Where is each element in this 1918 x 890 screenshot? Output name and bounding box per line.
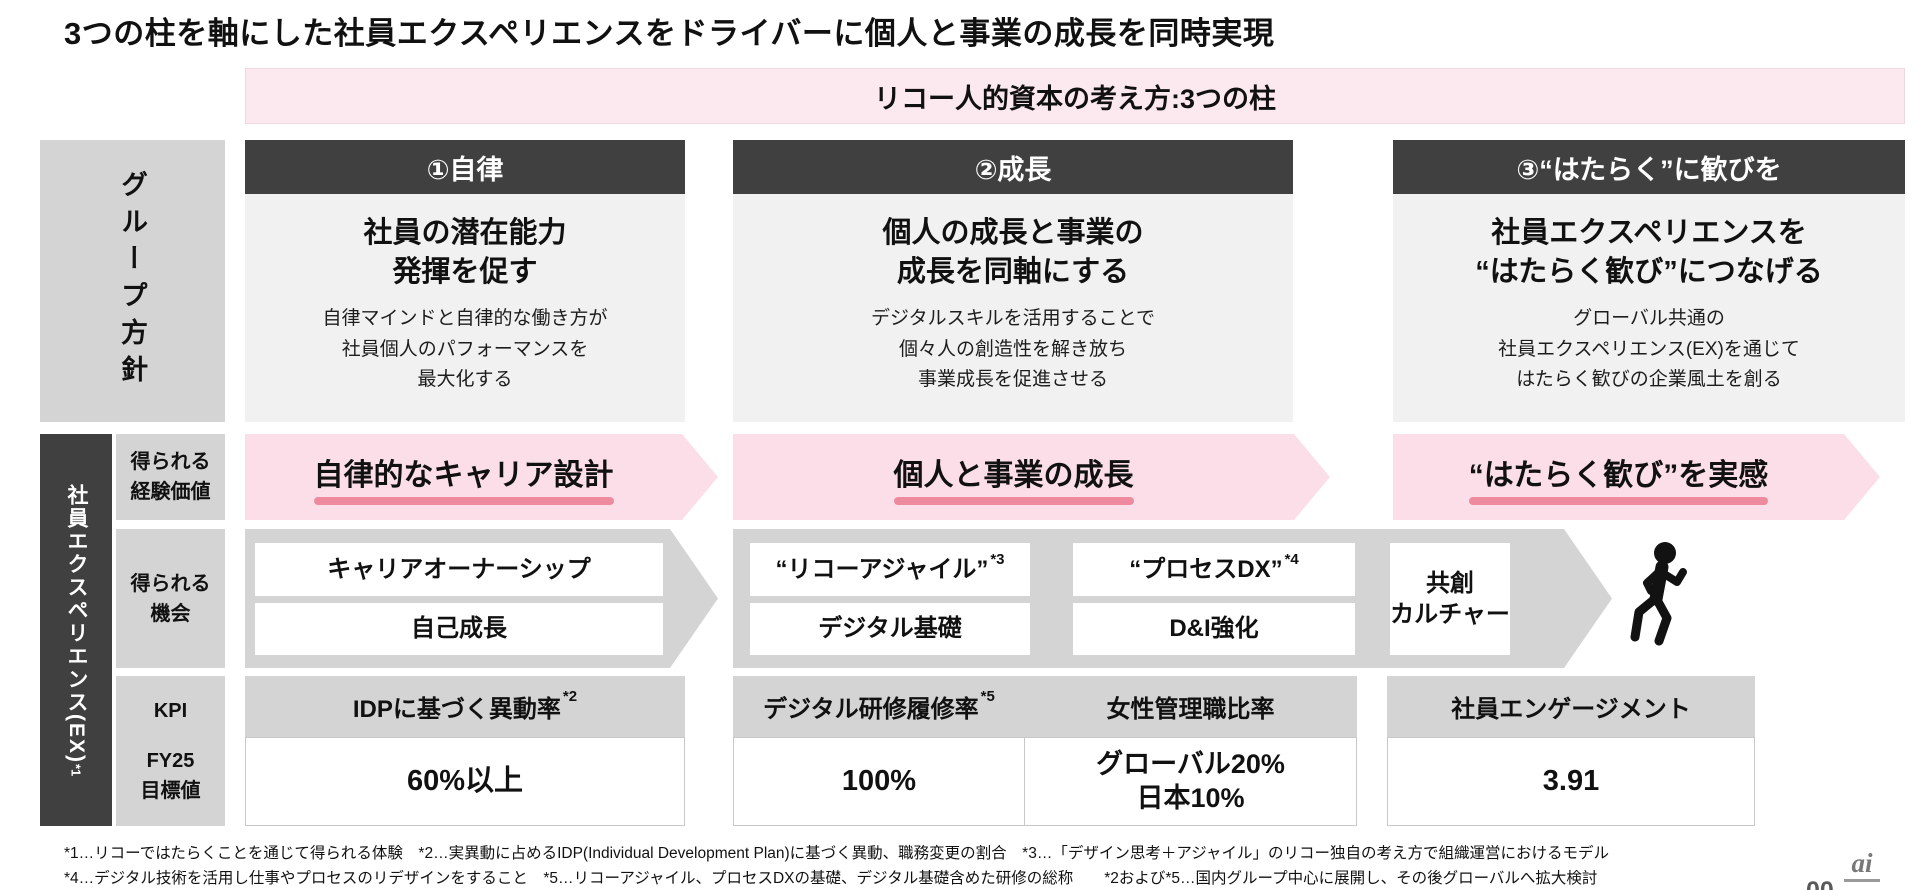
employee-experience-sidebar: 社員エクスペリエンス(EX) *1 (40, 434, 112, 826)
kpi-value-female-managers: グローバル20% 日本10% (1024, 737, 1357, 826)
employee-experience-label: 社員エクスペリエンス(EX) (65, 483, 88, 764)
footnote-line-1: *1…リコーではたらくことを通じて得られる体験 *2…実異動に占めるIDP(In… (64, 845, 1609, 862)
row-label-kpi-fy25: KPI FY25 目標値 (116, 676, 225, 826)
kpi-digital-training-footnote-ref: *5 (980, 688, 995, 705)
pillar-1-body: 社員の潜在能力 発揮を促す 自律マインドと自律的な働き方が 社員個人のパフォーマ… (245, 194, 685, 422)
experience-arrow-3-underline (1469, 497, 1768, 505)
row-label-kpi: KPI (153, 700, 188, 722)
experience-arrow-1: 自律的なキャリア設計 (245, 434, 718, 520)
kpi-header-engagement: 社員エンゲージメント (1387, 676, 1755, 737)
page-number-partial: 00 (1806, 877, 1834, 890)
experience-arrow-2: 個人と事業の成長 (733, 434, 1330, 520)
pillar-1-description: 自律マインドと自律的な働き方が 社員個人のパフォーマンスを 最大化する (322, 308, 608, 391)
opportunity-process-dx: “プロセスDX” *4 (1073, 543, 1355, 596)
ai-watermark-tagline (1844, 879, 1880, 882)
row-label-opportunity: 得られる 機会 (116, 529, 225, 668)
group-policy-label: グループ方針 (40, 140, 225, 422)
pillar-3-description: グローバル共通の 社員エクスペリエンス(EX)を通じて はたらく歓びの企業風土を… (1498, 308, 1800, 391)
footnotes: *1…リコーではたらくことを通じて得られる体験 *2…実異動に占めるIDP(In… (64, 842, 1609, 890)
kpi-header-digital-training: デジタル研修履修率 *5 (733, 676, 1025, 737)
pillar-1-headline: 社員の潜在能力 発揮を促す (363, 217, 567, 289)
kpi-value-idp: 60%以上 (245, 737, 685, 826)
row-label-experience-value: 得られる 経験価値 (116, 434, 225, 520)
pillar-3-header: ③“はたらく”に歓びを (1393, 140, 1905, 194)
footnote-line-2: *4…デジタル技術を活用し仕事やプロセスのリデザインをすること *5…リコーアジ… (64, 869, 1598, 887)
opportunity-di-strengthening: D&I強化 (1073, 603, 1355, 655)
concept-banner: リコー人的資本の考え方:3つの柱 (245, 68, 1905, 124)
experience-arrow-2-label: 個人と事業の成長 (893, 458, 1134, 492)
kpi-header-idp: IDPに基づく異動率 *2 (245, 676, 685, 737)
page-title: 3つの柱を軸にした社員エクスペリエンスをドライバーに個人と事業の成長を同時実現 (64, 16, 1275, 51)
opportunity-career-ownership: キャリアオーナーシップ (255, 543, 663, 596)
kpi-header-female-managers: 女性管理職比率 (1024, 676, 1357, 737)
employee-experience-footnote-ref: *1 (68, 763, 84, 777)
ai-watermark-logo: ai (1844, 850, 1880, 882)
ricoh-agile-footnote-ref: *3 (990, 550, 1005, 568)
pillar-1-header: ①自律 (245, 140, 685, 194)
pillar-2-description: デジタルスキルを活用することで 個々人の創造性を解き放ち 事業成長を促進させる (870, 308, 1156, 391)
opportunity-digital-basics: デジタル基礎 (750, 603, 1030, 655)
opportunity-arrow-2: “リコーアジャイル” *3 デジタル基礎 “プロセスDX” *4 D&I強化 共創 … (733, 529, 1612, 668)
kpi-value-engagement: 3.91 (1387, 737, 1755, 826)
row-label-fy25-target: FY25 目標値 (140, 750, 201, 802)
pillar-2-header: ②成長 (733, 140, 1293, 194)
experience-arrow-2-underline (894, 497, 1134, 505)
kpi-value-digital-training: 100% (733, 737, 1025, 826)
walking-person-icon (1630, 542, 1687, 646)
experience-arrow-1-label: 自律的なキャリア設計 (313, 458, 614, 492)
experience-arrow-1-underline (314, 497, 614, 505)
opportunity-co-creation-culture: 共創 カルチャー (1390, 543, 1510, 655)
pillar-2-body: 個人の成長と事業の 成長を同軸にする デジタルスキルを活用することで 個々人の創… (733, 194, 1293, 422)
opportunity-self-growth: 自己成長 (255, 603, 663, 655)
opportunity-arrow-1: キャリアオーナーシップ 自己成長 (245, 529, 718, 668)
pillar-2-headline: 個人の成長と事業の 成長を同軸にする (882, 217, 1144, 289)
kpi-idp-footnote-ref: *2 (562, 688, 578, 705)
pillar-3-body: 社員エクスペリエンスを “はたらく歓び”につなげる グローバル共通の 社員エクス… (1393, 194, 1905, 422)
opportunity-ricoh-agile: “リコーアジャイル” *3 (750, 543, 1030, 596)
experience-arrow-3: “はたらく歓び”を実感 (1393, 434, 1880, 520)
pillar-3-headline: 社員エクスペリエンスを “はたらく歓び”につなげる (1475, 217, 1823, 289)
experience-arrow-3-label: “はたらく歓び”を実感 (1468, 458, 1769, 492)
process-dx-footnote-ref: *4 (1284, 550, 1299, 568)
